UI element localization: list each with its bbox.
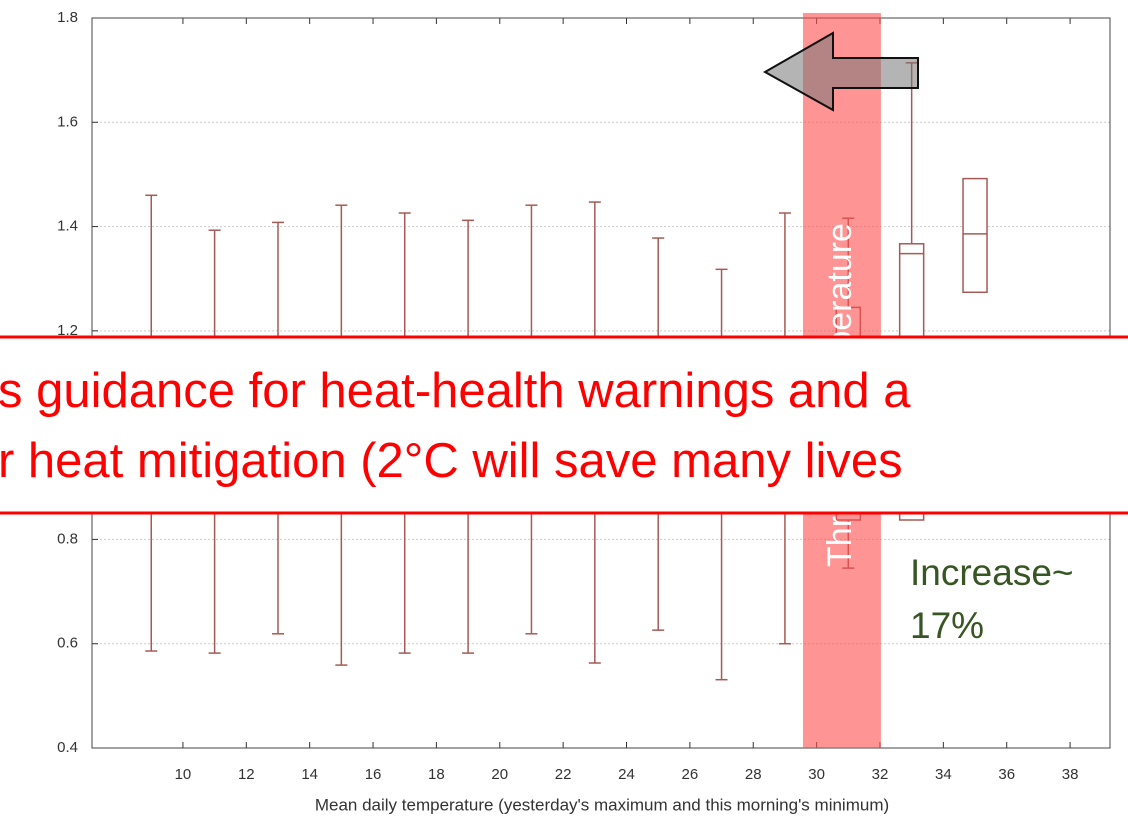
y-tick-label: 1.2 <box>57 322 78 339</box>
x-tick-label: 20 <box>491 766 508 783</box>
arrow <box>762 31 919 112</box>
x-tick-label: 14 <box>301 766 318 783</box>
y-tick-label: 0.8 <box>57 530 78 547</box>
x-tick-label: 32 <box>872 766 889 783</box>
x-tick-label: 18 <box>428 766 445 783</box>
y-tick-label: 0.4 <box>57 739 78 756</box>
banner-text: s guidance for heat-health warnings and … <box>0 364 911 418</box>
annotation: 17% <box>910 605 984 646</box>
banner-text: r heat mitigation (2°C will save many li… <box>0 434 903 488</box>
y-tick-label: 1.6 <box>57 113 78 130</box>
x-tick-label: 12 <box>238 766 255 783</box>
annotation: Increase~ <box>910 552 1074 593</box>
box <box>962 177 988 294</box>
x-axis-label: Mean daily temperature (yesterday's maxi… <box>315 795 889 814</box>
banner <box>0 335 1128 515</box>
y-tick-label: 0.6 <box>57 635 78 652</box>
x-tick-label: 30 <box>808 766 825 783</box>
x-tick-label: 34 <box>935 766 952 783</box>
x-tick-label: 26 <box>682 766 699 783</box>
x-tick-label: 16 <box>365 766 382 783</box>
y-tick-label: 1.8 <box>57 9 78 26</box>
x-tick-label: 10 <box>175 766 192 783</box>
x-tick-label: 28 <box>745 766 762 783</box>
x-tick-label: 22 <box>555 766 572 783</box>
y-tick-label: 1.4 <box>57 218 78 235</box>
x-tick-label: 36 <box>998 766 1015 783</box>
x-tick-label: 24 <box>618 766 635 783</box>
x-tick-label: 38 <box>1062 766 1079 783</box>
